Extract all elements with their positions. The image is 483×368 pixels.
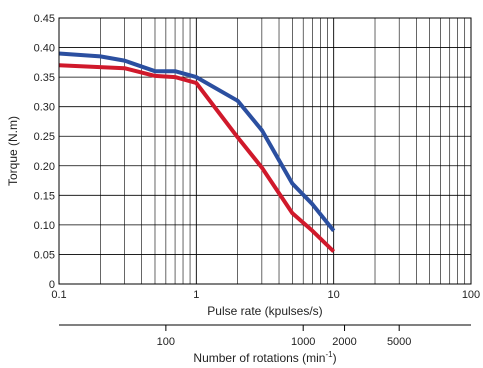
- y-tick-label: 0.25: [34, 131, 55, 143]
- series-group: [58, 51, 336, 253]
- secondary-tick-label: 100: [157, 336, 175, 348]
- y-axis-label: Torque (N.m): [6, 116, 20, 186]
- secondary-axis-label-text: Number of rotations (min: [193, 351, 325, 365]
- x-tick-labels: 0.1 1 10 100: [51, 289, 480, 301]
- series-line-1: [58, 51, 336, 233]
- secondary-axis-ticks: 100 1000 2000 5000: [157, 325, 411, 348]
- secondary-tick-label: 1000: [291, 336, 315, 348]
- plot-background: [59, 18, 471, 284]
- y-tick-label: 0: [49, 279, 55, 291]
- x-tick-label: 0.1: [51, 289, 66, 301]
- y-tick-label: 0.20: [34, 161, 55, 173]
- secondary-axis-label: Number of rotations (min-1): [193, 350, 336, 365]
- y-tick-label: 0.35: [34, 72, 55, 84]
- x-axis-label: Pulse rate (kpulses/s): [207, 304, 322, 318]
- secondary-tick-label: 2000: [332, 336, 356, 348]
- plot-frame: [58, 17, 472, 285]
- series-line-2: [58, 63, 336, 253]
- y-tick-label: 0.10: [34, 220, 55, 232]
- y-tick-label: 0.30: [34, 102, 55, 114]
- y-tick-labels: 0 0.05 0.10 0.15 0.20 0.25 0.30 0.35 0.40 0.45: [34, 13, 55, 291]
- y-tick-label: 0.05: [34, 249, 55, 261]
- x-tick-label: 100: [462, 289, 480, 301]
- x-tick-label: 1: [193, 289, 199, 301]
- x-tick-label: 10: [328, 289, 340, 301]
- secondary-axis-label-end: ): [333, 351, 337, 365]
- y-tick-label: 0.45: [34, 13, 55, 25]
- y-tick-label: 0.15: [34, 190, 55, 202]
- secondary-tick-label: 5000: [387, 336, 411, 348]
- secondary-axis-label-sup: -1: [325, 350, 333, 359]
- y-tick-label: 0.40: [34, 43, 55, 55]
